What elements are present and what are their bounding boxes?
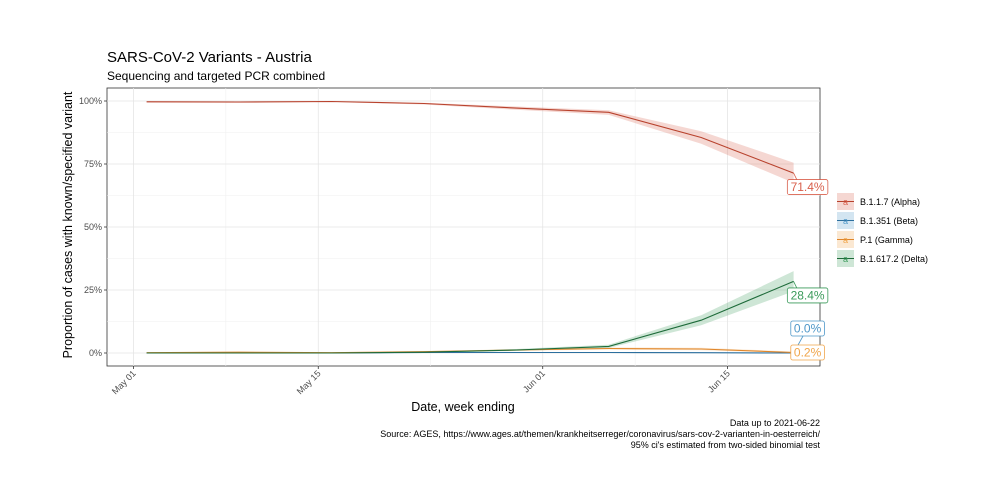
end-label-box [790, 344, 825, 361]
y-tick-label: 0% [89, 348, 102, 358]
x-tick-label: Jun 15 [706, 368, 732, 394]
legend-label: B.1.351 (Beta) [860, 216, 918, 226]
legend-key-glyph: a [843, 197, 848, 207]
y-tick-label: 75% [84, 159, 102, 169]
plot-panel [106, 87, 821, 367]
legend: a B.1.1.7 (Alpha) a B.1.351 (Beta) a P.1 (Gam… [837, 193, 928, 267]
series-line [146, 100, 794, 174]
legend-label: B.1.617.2 (Delta) [860, 254, 928, 264]
chart-title: SARS-CoV-2 Variants - Austria [107, 49, 312, 66]
series-line [146, 280, 794, 354]
x-axis-title: Date, week ending [411, 400, 515, 414]
x-axis: May 01 May 15 Jun 01 Jun 15 [110, 366, 732, 396]
end-labels: 71.4% 28.4% 0.0% 0.2% [786, 172, 829, 361]
end-label: 71.4% [791, 180, 825, 194]
end-label: 28.4% [791, 288, 825, 302]
x-tick-label: May 01 [110, 368, 138, 396]
end-label-box [790, 320, 825, 337]
end-label: 0.0% [794, 321, 822, 335]
y-axis: 0% 25% 50% 75% 100% [79, 96, 107, 358]
chart-subtitle: Sequencing and targeted PCR combined [107, 69, 325, 83]
caption-line: 95% ci's estimated from two-sided binomi… [631, 440, 821, 450]
y-axis-title: Proportion of cases with known/specified… [61, 91, 75, 358]
legend-label: B.1.1.7 (Alpha) [860, 197, 920, 207]
legend-label: P.1 (Gamma) [860, 235, 913, 245]
caption-line: Source: AGES, https://www.ages.at/themen… [380, 429, 820, 439]
y-tick-label: 100% [79, 96, 102, 106]
legend-key-glyph: a [843, 254, 848, 264]
end-label-box [786, 287, 829, 304]
legend-key-glyph: a [843, 235, 848, 245]
y-tick-label: 25% [84, 285, 102, 295]
caption-line: Data up to 2021-06-22 [730, 418, 820, 428]
series-lines [146, 100, 794, 354]
legend-key-glyph: a [843, 216, 848, 226]
x-tick-label: Jun 01 [521, 368, 547, 394]
x-tick-label: May 15 [295, 368, 323, 396]
end-label: 0.2% [794, 345, 822, 359]
ci-band [146, 101, 794, 183]
y-tick-label: 50% [84, 222, 102, 232]
end-label-box [786, 179, 829, 195]
